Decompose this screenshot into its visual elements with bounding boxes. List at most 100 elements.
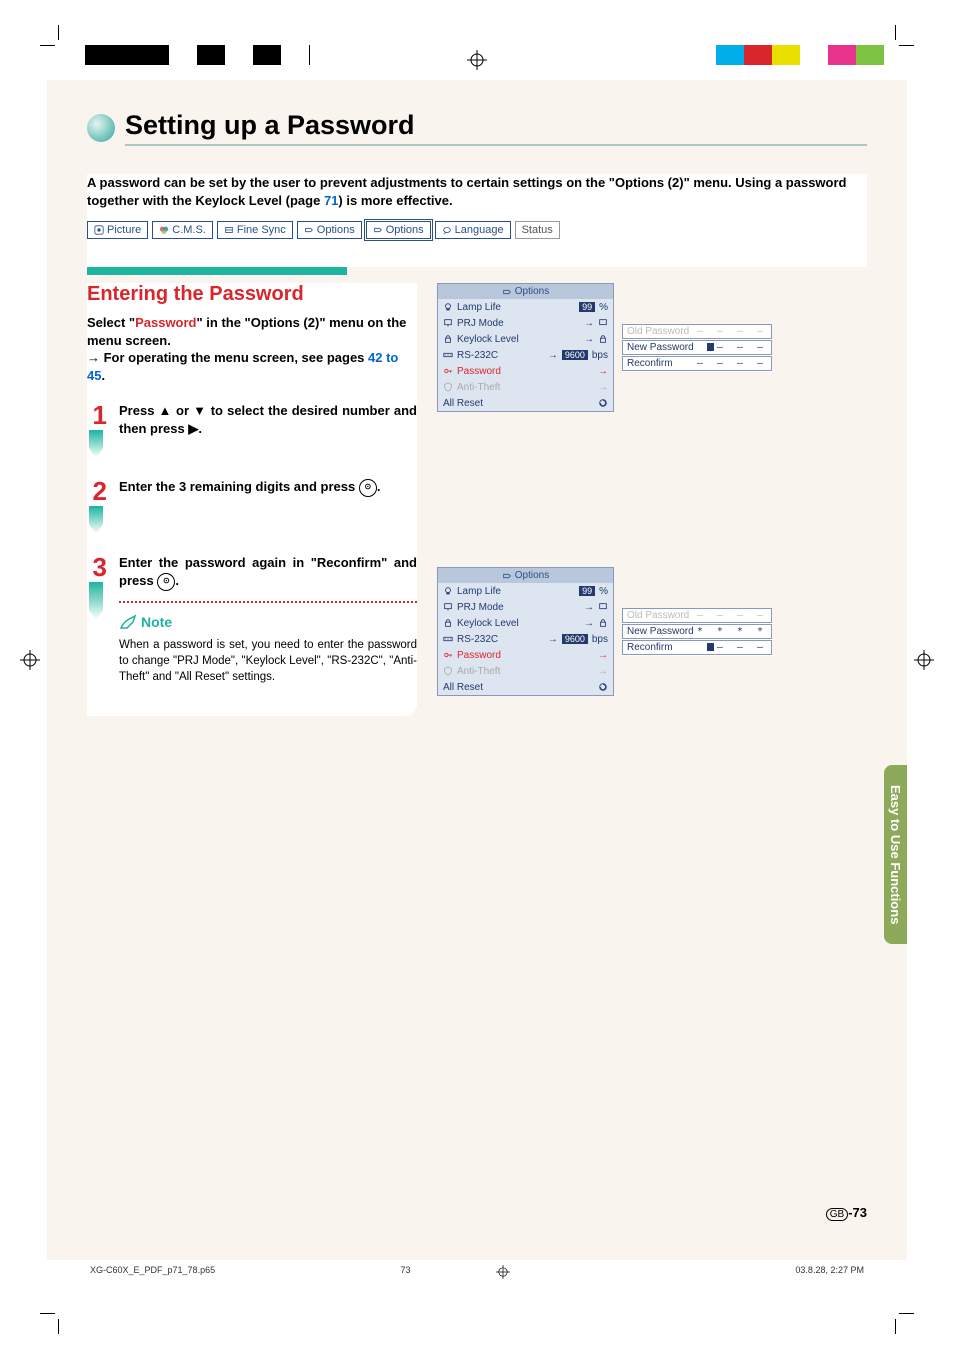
menu-tab-language[interactable]: Language (435, 221, 511, 239)
osd-row-prj: PRJ Mode→ (438, 599, 613, 615)
pw-new: New Password* * * * (622, 624, 772, 639)
footer-pagenum: 73 (401, 1265, 411, 1279)
osd-row-allreset: All Reset (438, 679, 613, 695)
cms-icon (159, 225, 169, 235)
title-bullet-icon (87, 114, 115, 142)
step-arrow-icon (87, 506, 107, 536)
note-icon (119, 614, 137, 632)
step-arrow-icon (87, 582, 107, 622)
title-row: Setting up a Password (87, 110, 867, 146)
page-body: Setting up a Password A password can be … (47, 80, 907, 1260)
step-number: 1 (93, 400, 107, 430)
step-arrow-icon (87, 430, 107, 460)
osd-group-1: Options Lamp Life99% PRJ Mode→ Keylock L… (437, 283, 867, 412)
step-text: Press ▲ or ▼ to select the desired numbe… (119, 402, 417, 460)
content-area: Entering the Password Select "Password" … (87, 283, 867, 716)
osd-title: Options (438, 284, 613, 299)
osd-row-antitheft: Anti-Theft→ (438, 663, 613, 679)
lock-icon (443, 618, 453, 628)
key-icon (443, 650, 453, 660)
pw-old: Old Password– – – – (622, 608, 772, 623)
footer-page-number: GB-73 (826, 1205, 867, 1220)
finesync-icon (224, 225, 234, 235)
menu-tab-picture[interactable]: Picture (87, 221, 148, 239)
step-3: 3 Enter the password again in "Reconfirm… (87, 554, 417, 685)
port-icon (443, 350, 453, 360)
language-icon (442, 225, 452, 235)
step-text: Enter the password again in "Reconfirm" … (119, 554, 417, 685)
menu-bar: Picture C.M.S. Fine Sync Options Options… (87, 221, 867, 239)
osd-panel: Options Lamp Life99% PRJ Mode→ Keylock L… (437, 567, 614, 696)
options-icon (502, 287, 512, 297)
right-column: Options Lamp Life99% PRJ Mode→ Keylock L… (437, 283, 867, 716)
cursor-icon (707, 643, 714, 651)
port-icon (443, 634, 453, 644)
screen-icon (443, 602, 453, 612)
osd-row-keylock: Keylock Level→ (438, 615, 613, 631)
osd-row-prj: PRJ Mode→ (438, 315, 613, 331)
footer-timestamp: 03.8.28, 2:27 PM (795, 1265, 864, 1279)
dotted-divider (119, 601, 417, 603)
osd-row-rs232: RS-232C→9600bps (438, 631, 613, 647)
step-2: 2 Enter the 3 remaining digits and press… (87, 478, 417, 536)
step-1: 1 Press ▲ or ▼ to select the desired num… (87, 402, 417, 460)
pw-reconfirm: Reconfirm– – – – (622, 356, 772, 371)
osd-row-allreset: All Reset (438, 395, 613, 411)
color-bar-left (85, 45, 310, 65)
menu-tab-finesync[interactable]: Fine Sync (217, 221, 293, 239)
left-column: Entering the Password Select "Password" … (87, 283, 417, 716)
osd-title: Options (438, 568, 613, 583)
osd-row-lamplife: Lamp Life99% (438, 583, 613, 599)
accent-bar (87, 267, 347, 275)
screen-icon (598, 602, 608, 612)
menu-tab-options2[interactable]: Options (366, 221, 431, 239)
side-tab: Easy to Use Functions (884, 765, 907, 944)
footer-meta: XG-C60X_E_PDF_p71_78.p65 73 03.8.28, 2:2… (0, 1260, 954, 1309)
osd-row-password: Password→ (438, 647, 613, 663)
color-bar-right (716, 45, 884, 65)
reset-icon (598, 682, 608, 692)
enter-icon: ⊙ (359, 479, 377, 497)
password-panel-2: Old Password– – – – New Password* * * * … (622, 608, 772, 656)
reset-icon (598, 398, 608, 408)
osd-row-keylock: Keylock Level→ (438, 331, 613, 347)
pw-new: New Password– – – (622, 340, 772, 355)
menu-tab-cms[interactable]: C.M.S. (152, 221, 213, 239)
pw-reconfirm: Reconfirm– – – (622, 640, 772, 655)
footer-lang-badge: GB (826, 1208, 848, 1221)
options-icon (502, 571, 512, 581)
options-icon (304, 225, 314, 235)
step-number: 2 (93, 476, 107, 506)
osd-row-rs232: RS-232C→9600bps (438, 347, 613, 363)
cursor-icon (707, 343, 714, 351)
pw-old: Old Password– – – – (622, 324, 772, 339)
screen-icon (443, 318, 453, 328)
page-link-71[interactable]: 71 (324, 193, 338, 208)
lock-icon (598, 618, 608, 628)
section-header: Entering the Password (87, 283, 417, 306)
screen-icon (598, 318, 608, 328)
key-icon (443, 366, 453, 376)
registration-mark-right (914, 650, 934, 670)
osd-group-2: Options Lamp Life99% PRJ Mode→ Keylock L… (437, 567, 867, 696)
menu-tab-status[interactable]: Status (515, 221, 560, 239)
lock-icon (443, 334, 453, 344)
enter-icon: ⊙ (157, 573, 175, 591)
registration-mark-left (20, 650, 40, 670)
osd-row-antitheft: Anti-Theft→ (438, 379, 613, 395)
footer-filename: XG-C60X_E_PDF_p71_78.p65 (90, 1265, 215, 1279)
password-panel-1: Old Password– – – – New Password– – – Re… (622, 324, 772, 372)
lock-icon (598, 334, 608, 344)
lamp-icon (443, 586, 453, 596)
menu-tab-options1[interactable]: Options (297, 221, 362, 239)
picture-icon (94, 225, 104, 235)
shield-icon (443, 382, 453, 392)
options-icon (373, 225, 383, 235)
crop-marks-top (0, 0, 954, 80)
note-text: When a password is set, you need to ente… (119, 637, 417, 685)
page-title: Setting up a Password (125, 110, 867, 146)
osd-row-lamplife: Lamp Life99% (438, 299, 613, 315)
step-number: 3 (93, 552, 107, 582)
osd-row-password: Password→ (438, 363, 613, 379)
intro-text: A password can be set by the user to pre… (87, 174, 867, 209)
